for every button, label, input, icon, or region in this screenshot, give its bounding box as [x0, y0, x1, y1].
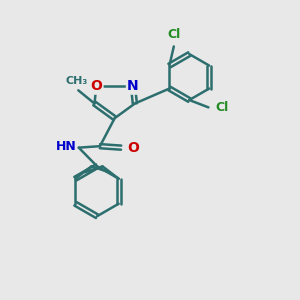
Text: Cl: Cl	[215, 101, 228, 114]
Text: Cl: Cl	[167, 28, 181, 41]
Text: O: O	[90, 80, 102, 93]
Text: CH₃: CH₃	[66, 76, 88, 86]
Text: HN: HN	[56, 140, 76, 153]
Text: O: O	[128, 141, 140, 154]
Text: N: N	[127, 80, 139, 93]
